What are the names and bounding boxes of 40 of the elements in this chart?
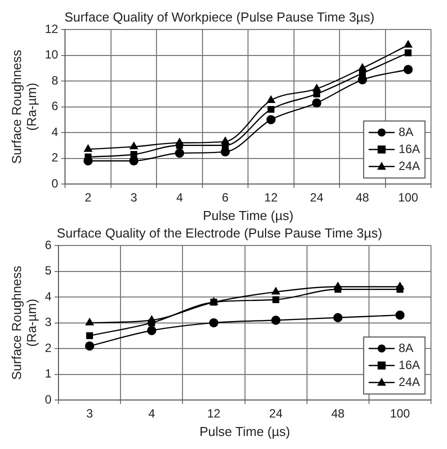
x-axis-title: Pulse Time (µs) xyxy=(200,424,290,439)
legend-label: 8A xyxy=(398,124,414,139)
x-tick-label: 12 xyxy=(264,190,278,205)
x-tick-label: 48 xyxy=(356,190,370,205)
x-tick-label: 2 xyxy=(84,190,92,205)
x-tick-label: 100 xyxy=(398,190,418,205)
y-tick-label: 5 xyxy=(44,264,52,278)
y-axis-title: Surface Roughness (Ra-µm) xyxy=(9,49,40,164)
legend-label: 16A xyxy=(398,142,420,156)
legend-label: 16A xyxy=(398,358,420,372)
x-tick-label: 12 xyxy=(207,406,221,421)
legend-label: 24A xyxy=(398,158,420,173)
x-tick-label: 3 xyxy=(130,190,138,205)
y-tick-label: 0 xyxy=(44,392,52,406)
y-tick-label: 1 xyxy=(44,366,52,381)
legend-label: 8A xyxy=(398,340,414,355)
y-tick-label: 4 xyxy=(44,289,52,304)
x-tick-label: 3 xyxy=(86,406,94,421)
x-tick-label: 4 xyxy=(176,190,184,205)
y-tick-label: 12 xyxy=(44,22,59,36)
y-tick-label: 2 xyxy=(44,340,52,355)
x-tick-label: 6 xyxy=(222,190,229,205)
x-tick-label: 4 xyxy=(148,406,156,421)
x-tick-label: 48 xyxy=(331,406,345,421)
y-tick-label: 6 xyxy=(44,238,52,252)
y-tick-label: 4 xyxy=(52,124,59,139)
x-tick-label: 24 xyxy=(310,190,324,205)
x-tick-label: 100 xyxy=(390,406,410,421)
y-tick-label: 3 xyxy=(44,315,52,330)
chart-title: Surface Quality of Workpiece (Pulse Pause Time 3µs) xyxy=(64,9,374,24)
y-tick-label: 0 xyxy=(52,176,59,190)
y-tick-label: 6 xyxy=(52,99,59,114)
x-tick-label: 24 xyxy=(269,406,283,421)
y-axis-title: Surface Roughness (Ra-µm) xyxy=(9,265,40,380)
chart-title: Surface Quality of the Electrode (Pulse Pause Time 3µs) xyxy=(56,225,382,240)
y-tick-label: 2 xyxy=(52,150,59,165)
y-tick-label: 10 xyxy=(44,48,59,62)
x-axis-title: Pulse Time (µs) xyxy=(202,208,294,223)
y-tick-label: 8 xyxy=(52,73,59,88)
legend-label: 24A xyxy=(398,374,420,389)
